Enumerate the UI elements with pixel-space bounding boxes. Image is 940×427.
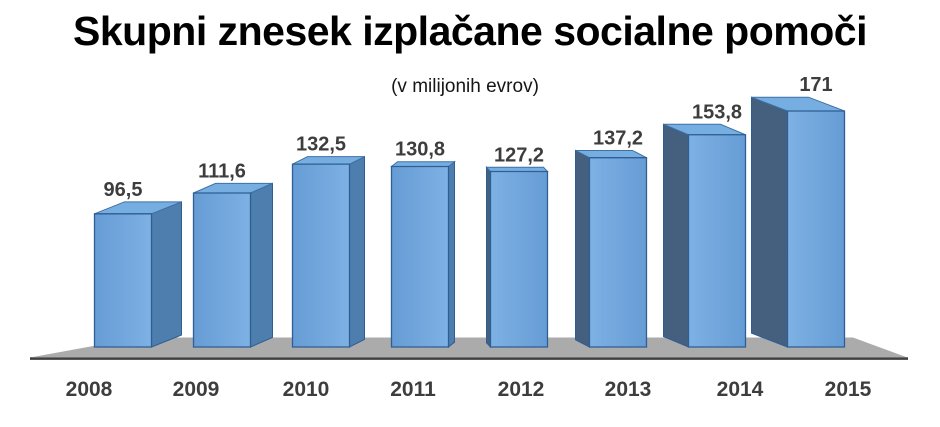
bar-value-label-2011: 130,8 (395, 139, 445, 161)
bar-front-face-2013 (588, 157, 648, 348)
bar-side-face-2014 (663, 123, 689, 348)
bar-value-label-2010: 132,5 (296, 134, 346, 156)
bar-side-face-2013 (575, 149, 590, 348)
bar-side-face-2010 (349, 155, 365, 348)
x-axis-label-2009: 2009 (173, 378, 220, 401)
bar-side-face-2015 (751, 96, 788, 348)
bar-side-face-2009 (250, 182, 273, 348)
bar-front-face-2014 (687, 134, 747, 348)
bar-front-face-2012 (489, 170, 549, 348)
bar-value-label-2013: 137,2 (593, 127, 643, 149)
bar-value-label-2014: 153,8 (692, 101, 742, 123)
x-axis-label-2012: 2012 (498, 378, 545, 401)
bar-front-face-2011 (390, 165, 450, 348)
chart-subtitle: (v milijonih evrov) (391, 76, 539, 97)
x-axis-label-2015: 2015 (825, 378, 872, 401)
bar-side-face-2008 (151, 201, 182, 348)
x-axis-label-2013: 2013 (605, 378, 652, 401)
x-axis-label-2014: 2014 (717, 378, 764, 401)
bar-front-face-2008 (93, 213, 153, 348)
x-axis-label-2008: 2008 (66, 378, 113, 401)
chart-title: Skupni znesek izplačane socialne pomoči (73, 8, 867, 54)
bar-value-label-2012: 127,2 (494, 144, 544, 166)
bar-front-face-2010 (291, 163, 351, 348)
bar-front-face-2009 (192, 192, 252, 348)
bar-value-label-2009: 111,6 (198, 160, 246, 182)
bar-front-face-2015 (786, 110, 846, 348)
bar-top-face-2011 (390, 161, 456, 167)
bar-side-face-2011 (448, 160, 455, 349)
bar-value-label-2008: 96,5 (104, 179, 143, 201)
x-axis-label-2010: 2010 (283, 378, 330, 401)
x-axis-label-2011: 2011 (390, 378, 436, 401)
bar-value-label-2015: 171 (799, 74, 832, 96)
